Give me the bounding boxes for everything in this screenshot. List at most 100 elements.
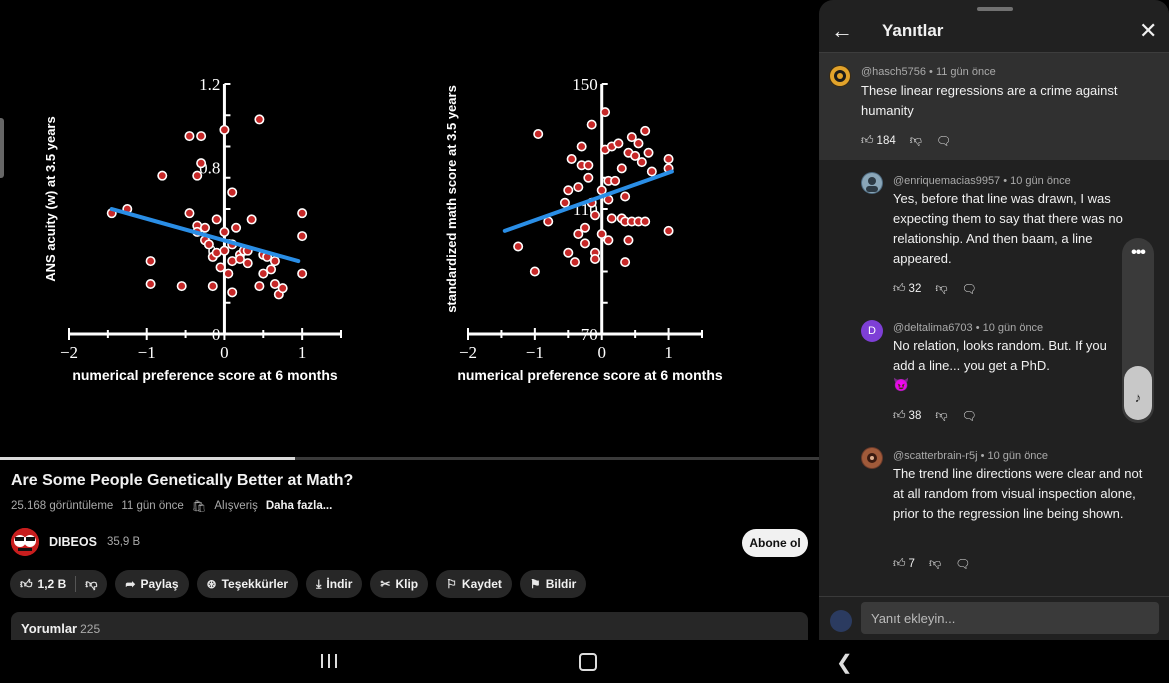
comment-author[interactable]: @enriquemacias9957 • 10 gün önce	[893, 175, 1071, 187]
drag-handle[interactable]	[977, 7, 1013, 11]
comment-author[interactable]: @hasch5756 • 11 gün önce	[861, 66, 996, 78]
video-progress-bar[interactable]	[0, 457, 819, 460]
scissors-icon: ✂	[380, 577, 391, 591]
like-count: 7	[908, 558, 915, 570]
download-icon: ⤓	[316, 576, 322, 591]
data-point	[563, 247, 574, 258]
back-arrow-icon[interactable]: ←	[831, 18, 853, 43]
data-point	[211, 214, 222, 225]
side-edge-handle[interactable]	[0, 118, 4, 178]
like-button[interactable]: 👍︎ 38	[893, 408, 921, 423]
data-point	[596, 185, 607, 196]
floating-scroll-control[interactable]: ••• ♪	[1122, 238, 1154, 423]
reply-icon[interactable]: 🗨︎	[961, 281, 977, 296]
video-meta[interactable]: 25.168 görüntüleme 11 gün önce 🛍 Alışver…	[11, 499, 332, 513]
clip-label: Klip	[395, 577, 419, 591]
data-point	[620, 257, 631, 268]
data-point	[157, 170, 168, 181]
data-point	[219, 124, 230, 135]
share-icon: ➦	[125, 577, 136, 591]
data-point	[145, 256, 156, 267]
commenter-avatar[interactable]	[829, 65, 851, 87]
data-point	[219, 245, 230, 256]
panel-title: Yanıtlar	[882, 21, 944, 40]
data-point	[184, 131, 195, 142]
download-button[interactable]: ⤓ İndir	[306, 570, 363, 598]
data-point	[579, 238, 590, 249]
thumbs-up-icon: 👍︎	[861, 133, 874, 147]
share-button[interactable]: ➦ Paylaş	[115, 570, 189, 598]
reply-icon[interactable]: 🗨︎	[955, 556, 971, 571]
comment-text: The trend line directions were clear and…	[893, 466, 1143, 521]
like-button[interactable]: 👍︎ 184	[861, 133, 896, 148]
scroll-thumb[interactable]: ♪	[1124, 366, 1152, 420]
regression-line	[109, 207, 301, 264]
home-button[interactable]	[579, 653, 597, 671]
data-point	[145, 278, 156, 289]
reply-composer	[819, 596, 1169, 640]
data-point	[583, 160, 594, 171]
thumbs-up-icon[interactable]: 👍︎	[20, 576, 33, 591]
x-tick-label: 1	[298, 343, 307, 362]
x-tick-label: −2	[60, 343, 78, 362]
upload-age: 11 gün önce	[121, 500, 184, 512]
clip-button[interactable]: ✂ Klip	[370, 570, 429, 598]
data-point	[603, 235, 614, 246]
like-button[interactable]: 👍︎ 32	[893, 281, 921, 296]
thumbs-down-icon[interactable]: 👎︎	[85, 576, 98, 591]
thanks-label: Teşekkürler	[221, 577, 289, 591]
like-dislike-chip[interactable]: 👍︎ 1,2 B 👎︎	[10, 570, 108, 598]
comments-section[interactable]: Yorumlar 225	[11, 612, 808, 642]
data-point	[254, 114, 265, 125]
close-icon[interactable]: ✕	[1139, 18, 1158, 43]
thanks-button[interactable]: ⊛ Teşekkürler	[196, 570, 299, 598]
commenter-avatar[interactable]: D	[861, 320, 883, 342]
channel-name[interactable]: DIBEOS	[49, 535, 97, 549]
data-point	[297, 231, 308, 242]
data-point	[646, 166, 657, 177]
data-point	[227, 287, 238, 298]
thumbs-down-icon[interactable]: 👎︎	[928, 556, 942, 570]
more-options-icon[interactable]: •••	[1131, 244, 1146, 261]
data-point	[196, 131, 207, 142]
channel-row[interactable]: DIBEOS 35,9 B	[11, 528, 140, 556]
thumbs-down-icon[interactable]: 👎︎	[909, 133, 922, 147]
more-link[interactable]: Daha fazla...	[265, 500, 333, 512]
channel-avatar[interactable]	[11, 528, 39, 556]
like-button[interactable]: 👍︎ 7	[893, 556, 915, 571]
video-progress-fill	[0, 457, 295, 460]
reply-icon[interactable]: 🗨︎	[961, 408, 977, 423]
data-point	[529, 266, 540, 277]
comments-count: 225	[80, 622, 101, 636]
data-point	[266, 264, 277, 275]
view-count: 25.168 görüntüleme	[11, 500, 114, 512]
data-point	[623, 235, 634, 246]
data-point	[176, 281, 187, 292]
music-note-icon: ♪	[1134, 390, 1142, 405]
user-avatar	[830, 610, 852, 632]
comment-author[interactable]: @scatterbrain-r5j • 10 gün önce	[893, 450, 1049, 462]
save-button[interactable]: ⚐ Kaydet	[436, 570, 512, 598]
data-point	[640, 216, 651, 227]
commenter-avatar[interactable]	[861, 447, 883, 469]
comment-author[interactable]: @deltalima6703 • 10 gün önce	[893, 322, 1044, 334]
comment-text: No relation, looks random. But. If you a…	[893, 338, 1107, 373]
reply-input[interactable]	[861, 602, 1159, 634]
data-point	[242, 258, 253, 269]
thumbs-down-icon[interactable]: 👎︎	[935, 408, 948, 422]
commenter-avatar[interactable]	[861, 172, 883, 194]
report-button[interactable]: ⚑ Bildir	[519, 570, 587, 598]
thumbs-down-icon[interactable]: 👎︎	[935, 281, 948, 295]
shopping-label: Alışveriş	[214, 500, 258, 512]
data-point	[590, 254, 601, 265]
reply-icon[interactable]: 🗨︎	[935, 133, 952, 148]
y-tick-label: 70	[581, 325, 598, 344]
like-count: 1,2 B	[37, 577, 67, 591]
back-nav-icon[interactable]: ❮	[836, 652, 853, 674]
subscribe-button[interactable]: Abone ol	[742, 529, 808, 557]
data-point	[196, 158, 207, 169]
recent-apps-button[interactable]	[321, 654, 337, 668]
like-count: 38	[908, 410, 922, 422]
